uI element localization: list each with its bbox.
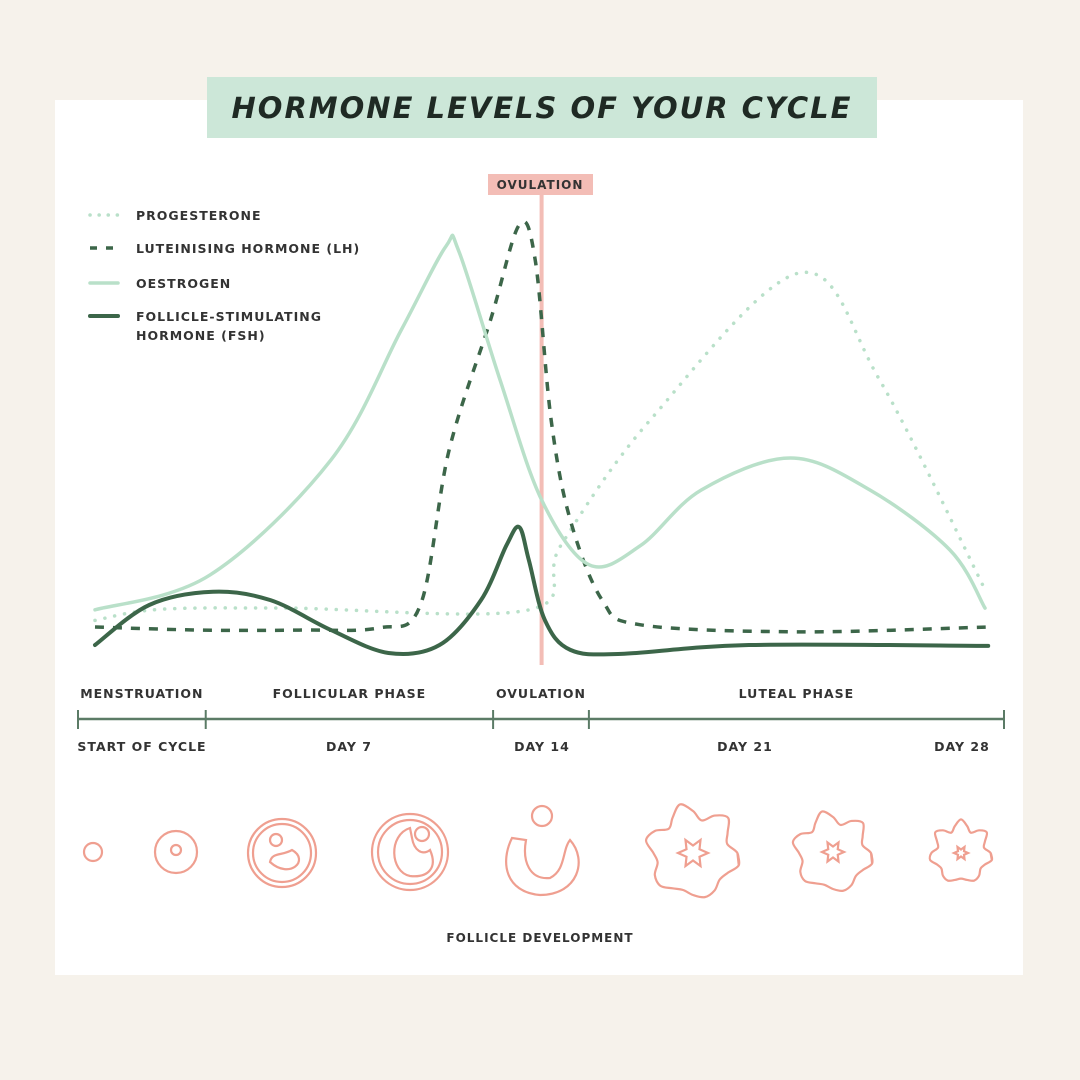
follicle-stage-2-oocyte (169, 843, 183, 857)
follicle-stage-8-core (951, 844, 971, 862)
chart-card (55, 100, 1023, 975)
follicle-stage-5-released-egg-icon (530, 804, 554, 828)
legend-label-3-1: HORMONE (FSH) (136, 328, 266, 343)
legend-label-3-0: FOLLICLE-STIMULATING (136, 309, 322, 324)
phase-label-1: FOLLICULAR PHASE (273, 686, 427, 701)
day-label-4: DAY 28 (934, 739, 990, 754)
phase-label-3: LUTEAL PHASE (739, 686, 855, 701)
ovulation-badge-label: OVULATION (497, 178, 584, 192)
series-dotted-line (93, 270, 987, 623)
day-label-1: DAY 7 (326, 739, 372, 754)
day-label-0: START OF CYCLE (77, 739, 206, 754)
follicle-stage-6-icon (644, 803, 741, 899)
follicle-stage-4-oocyte (413, 825, 431, 843)
follicle-stage-2-icon (153, 829, 199, 875)
phase-label-2: OVULATION (496, 686, 586, 701)
follicle-stage-6-core (675, 837, 711, 869)
day-label-2: DAY 14 (514, 739, 570, 754)
follicle-stage-3-inner (251, 822, 313, 884)
legend-label-2: OESTROGEN (136, 276, 231, 291)
follicle-stage-3-antrum (268, 848, 300, 871)
follicle-stage-4-inner (376, 818, 444, 886)
legend-label-1: LUTEINISING HORMONE (LH) (136, 241, 360, 256)
follicle-stage-3-icon (246, 817, 318, 889)
legend-label-0: PROGESTERONE (136, 208, 262, 223)
follicle-development-label: FOLLICLE DEVELOPMENT (446, 931, 633, 945)
chart-title: HORMONE LEVELS OF YOUR CYCLE (207, 77, 877, 138)
ovulation-line (539, 193, 544, 665)
ovulation-badge (488, 174, 593, 195)
follicle-stage-3-oocyte (268, 832, 284, 848)
follicle-stage-4-antrum (393, 826, 434, 878)
series-dashed-line (94, 219, 989, 634)
follicle-stage-7-icon (791, 810, 874, 892)
series-solid-dark-line (93, 524, 991, 657)
day-label-3: DAY 21 (717, 739, 773, 754)
follicle-stage-5-ruptured-icon (505, 836, 580, 897)
follicle-stage-7-core (819, 840, 847, 864)
follicle-stage-1-icon (82, 841, 104, 863)
follicle-stage-8-icon (928, 818, 994, 882)
series-solid-light-line (93, 233, 987, 612)
phase-label-0: MENSTRUATION (80, 686, 203, 701)
follicle-stage-4-icon (370, 812, 450, 892)
